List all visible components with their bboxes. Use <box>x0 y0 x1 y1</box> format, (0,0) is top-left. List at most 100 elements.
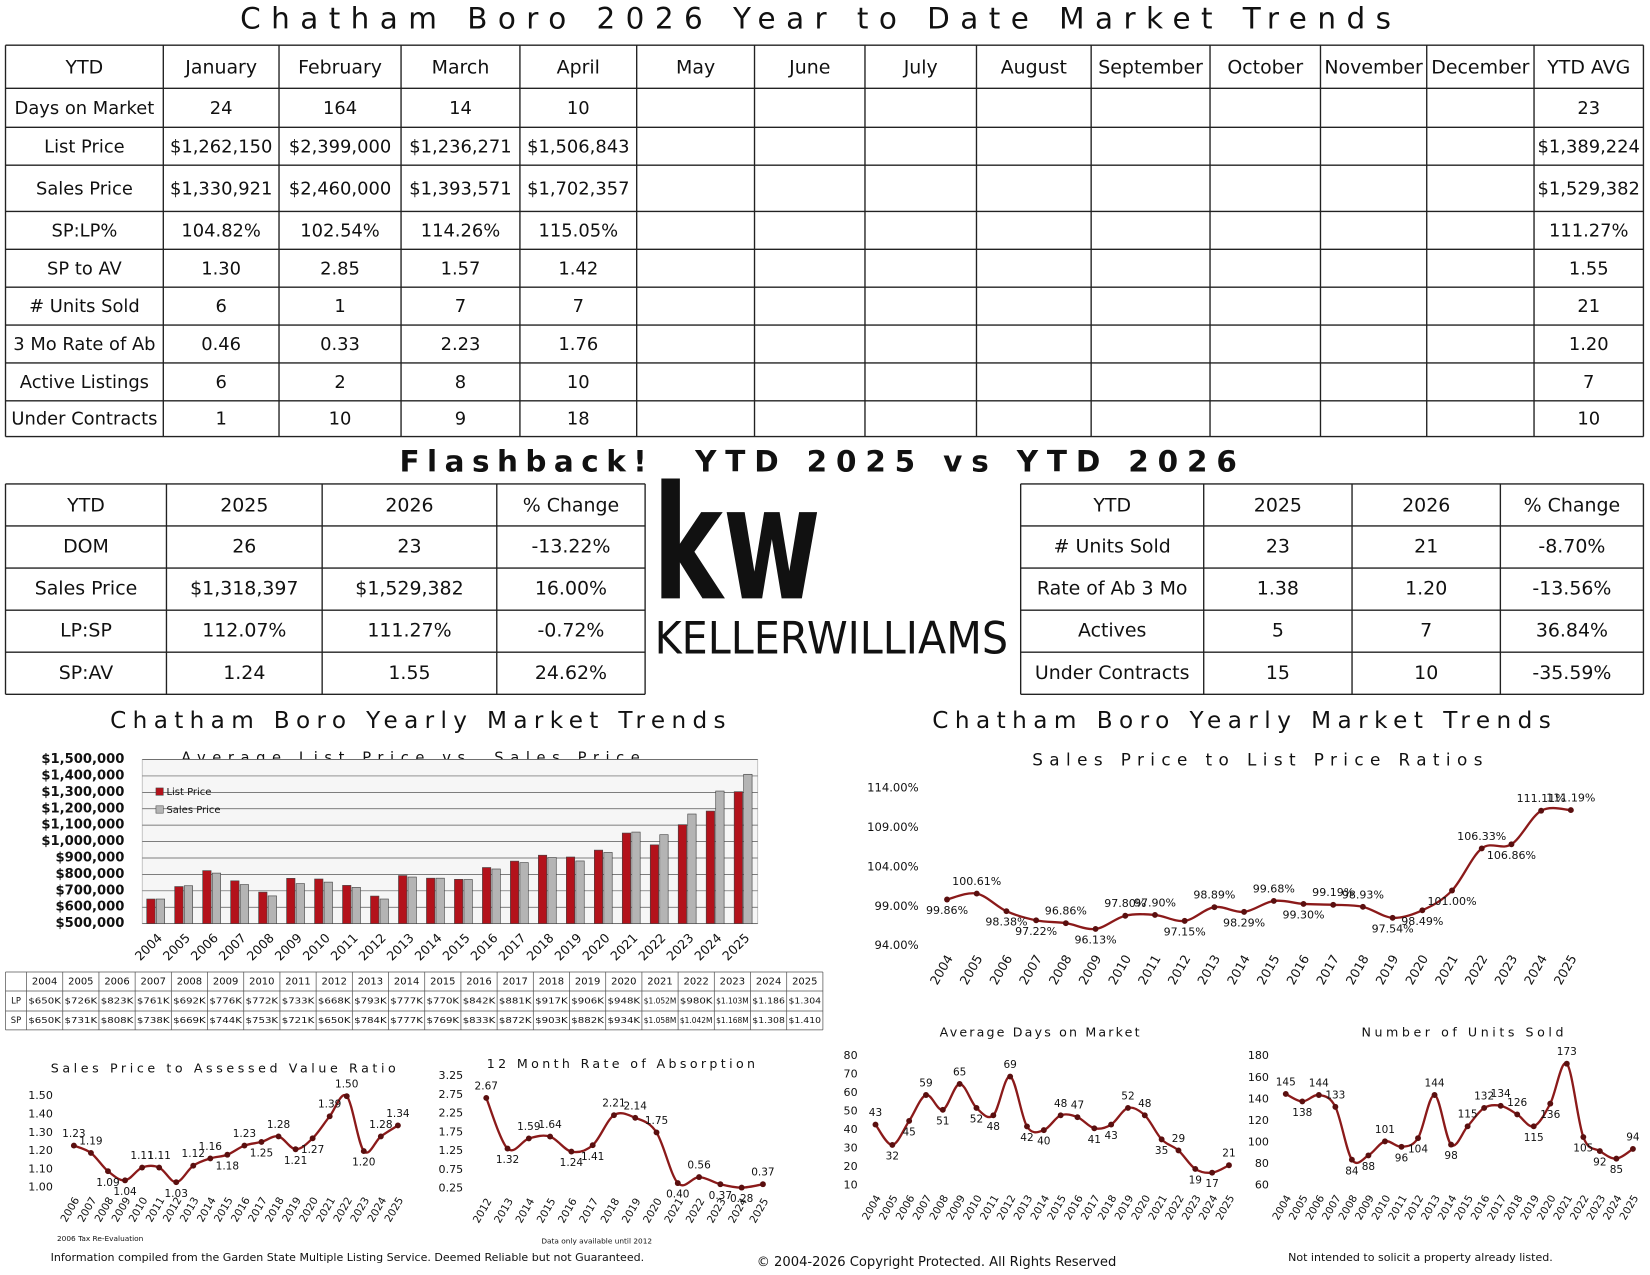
x-tick-label: 2014 <box>1224 952 1253 987</box>
data-line <box>1285 1062 1634 1165</box>
y-tick-label: $700,000 <box>55 883 124 898</box>
cell: $1,236,271 <box>409 136 511 157</box>
x-tick-label: 2018 <box>599 1196 623 1225</box>
table-value: $906K <box>571 996 605 1005</box>
data-point <box>139 1164 146 1171</box>
data-point <box>1508 841 1515 848</box>
y-tick-label: 2.25 <box>439 1107 464 1120</box>
x-tick-label: 2016 <box>556 1196 580 1225</box>
data-label: 17 <box>1205 1178 1218 1190</box>
x-tick-label: 2005 <box>956 952 985 987</box>
table-value: $1.052M <box>644 996 677 1005</box>
row-label: Actives <box>1078 620 1146 642</box>
table-value: $726K <box>65 996 99 1005</box>
data-label: 98.38% <box>985 916 1027 929</box>
cell: $1,702,357 <box>527 178 629 199</box>
chart-title: Sales Price to Assessed Value Ratio <box>51 1060 396 1075</box>
y-tick-label: $1,400,000 <box>41 768 124 783</box>
data-point <box>1419 907 1426 914</box>
cell: 9 <box>455 409 466 430</box>
data-label: 40 <box>1037 1136 1050 1148</box>
x-tick-label: 2010 <box>1105 952 1134 987</box>
x-tick-label: 2004 <box>132 930 165 963</box>
bar <box>202 870 212 924</box>
x-tick-label: 2011 <box>1135 952 1164 987</box>
table-value: $872K <box>499 1016 533 1025</box>
y-tick-label: 114.00% <box>867 780 918 794</box>
data-label: 52 <box>1121 1090 1134 1102</box>
cell: 1 <box>215 409 226 430</box>
data-point <box>525 1135 532 1142</box>
x-tick-label: 2020 <box>579 930 612 963</box>
data-label: 84 <box>1345 1165 1359 1177</box>
x-tick-label: 2015 <box>535 1196 559 1225</box>
cell: 21 <box>1414 536 1438 558</box>
table-year: 2006 <box>104 976 129 987</box>
cell: 7 <box>573 296 584 317</box>
y-tick-label: 1.50 <box>28 1089 53 1102</box>
x-tick-label: 2023 <box>663 930 696 963</box>
data-label: 98 <box>1444 1150 1457 1162</box>
bar <box>435 877 445 924</box>
column-header: March <box>432 56 490 78</box>
table-value: $808K <box>101 1016 135 1025</box>
x-tick-label: 2014 <box>513 1196 537 1225</box>
cell: 5 <box>1272 620 1284 642</box>
data-line <box>874 1075 1230 1175</box>
bar <box>314 878 324 924</box>
data-point <box>1282 1090 1289 1097</box>
column-header: November <box>1324 56 1423 78</box>
cell-avg: $1,529,382 <box>1538 178 1640 199</box>
data-point <box>275 1133 282 1140</box>
data-point <box>1448 1141 1455 1148</box>
column-header: % Change <box>523 495 619 517</box>
y-tick-label: 10 <box>844 1179 858 1192</box>
data-label: 48 <box>987 1121 1000 1133</box>
data-point <box>1033 917 1040 924</box>
data-label: 97.80% <box>1104 897 1146 910</box>
data-point <box>696 1174 703 1181</box>
data-label: 1.21 <box>284 1155 307 1167</box>
data-point <box>207 1155 214 1162</box>
bar <box>230 880 240 924</box>
data-label: 41 <box>1088 1134 1101 1146</box>
data-label: 97.15% <box>1164 925 1206 938</box>
bar <box>538 854 548 924</box>
bar <box>510 860 520 924</box>
legend-label: Sales Price <box>166 805 220 816</box>
data-label: 134 <box>1491 1088 1511 1100</box>
cell: $2,460,000 <box>289 178 391 199</box>
table-value: $650K <box>28 996 62 1005</box>
cell: 1.38 <box>1257 578 1299 600</box>
cell: 114.26% <box>421 220 501 241</box>
table-year: 2004 <box>32 976 57 987</box>
table-value: $692K <box>173 996 207 1005</box>
cell: 112.07% <box>202 620 286 642</box>
y-tick-label: 1.25 <box>439 1144 464 1157</box>
column-header: 2026 <box>1402 495 1450 517</box>
cell: 1.57 <box>441 258 481 279</box>
cell-avg: $1,389,224 <box>1538 136 1640 157</box>
data-label: 0.56 <box>687 1160 711 1172</box>
data-label: 1.12 <box>182 1148 205 1160</box>
cell-avg: 23 <box>1577 98 1600 119</box>
data-point <box>1596 1148 1603 1155</box>
row-label: SP:LP% <box>51 220 117 241</box>
y-tick-label: 50 <box>844 1105 858 1118</box>
cell: -8.70% <box>1538 536 1605 558</box>
data-point <box>1192 1165 1199 1172</box>
y-tick-label: $500,000 <box>55 916 124 931</box>
data-label: 29 <box>1172 1133 1185 1145</box>
data-label: 85 <box>1610 1164 1623 1176</box>
table-value: $761K <box>137 996 171 1005</box>
y-tick-label: 60 <box>844 1086 858 1099</box>
table-value: $948K <box>608 996 642 1005</box>
bar <box>705 810 715 924</box>
x-tick-label: 2019 <box>551 930 584 963</box>
y-tick-label: 70 <box>844 1068 858 1081</box>
bar <box>743 773 753 924</box>
chart-note: 2006 Tax Re-Evaluation <box>57 1234 144 1243</box>
data-point <box>360 1148 367 1155</box>
data-label: 48 <box>1138 1098 1151 1110</box>
data-label: 100.61% <box>952 875 1001 888</box>
